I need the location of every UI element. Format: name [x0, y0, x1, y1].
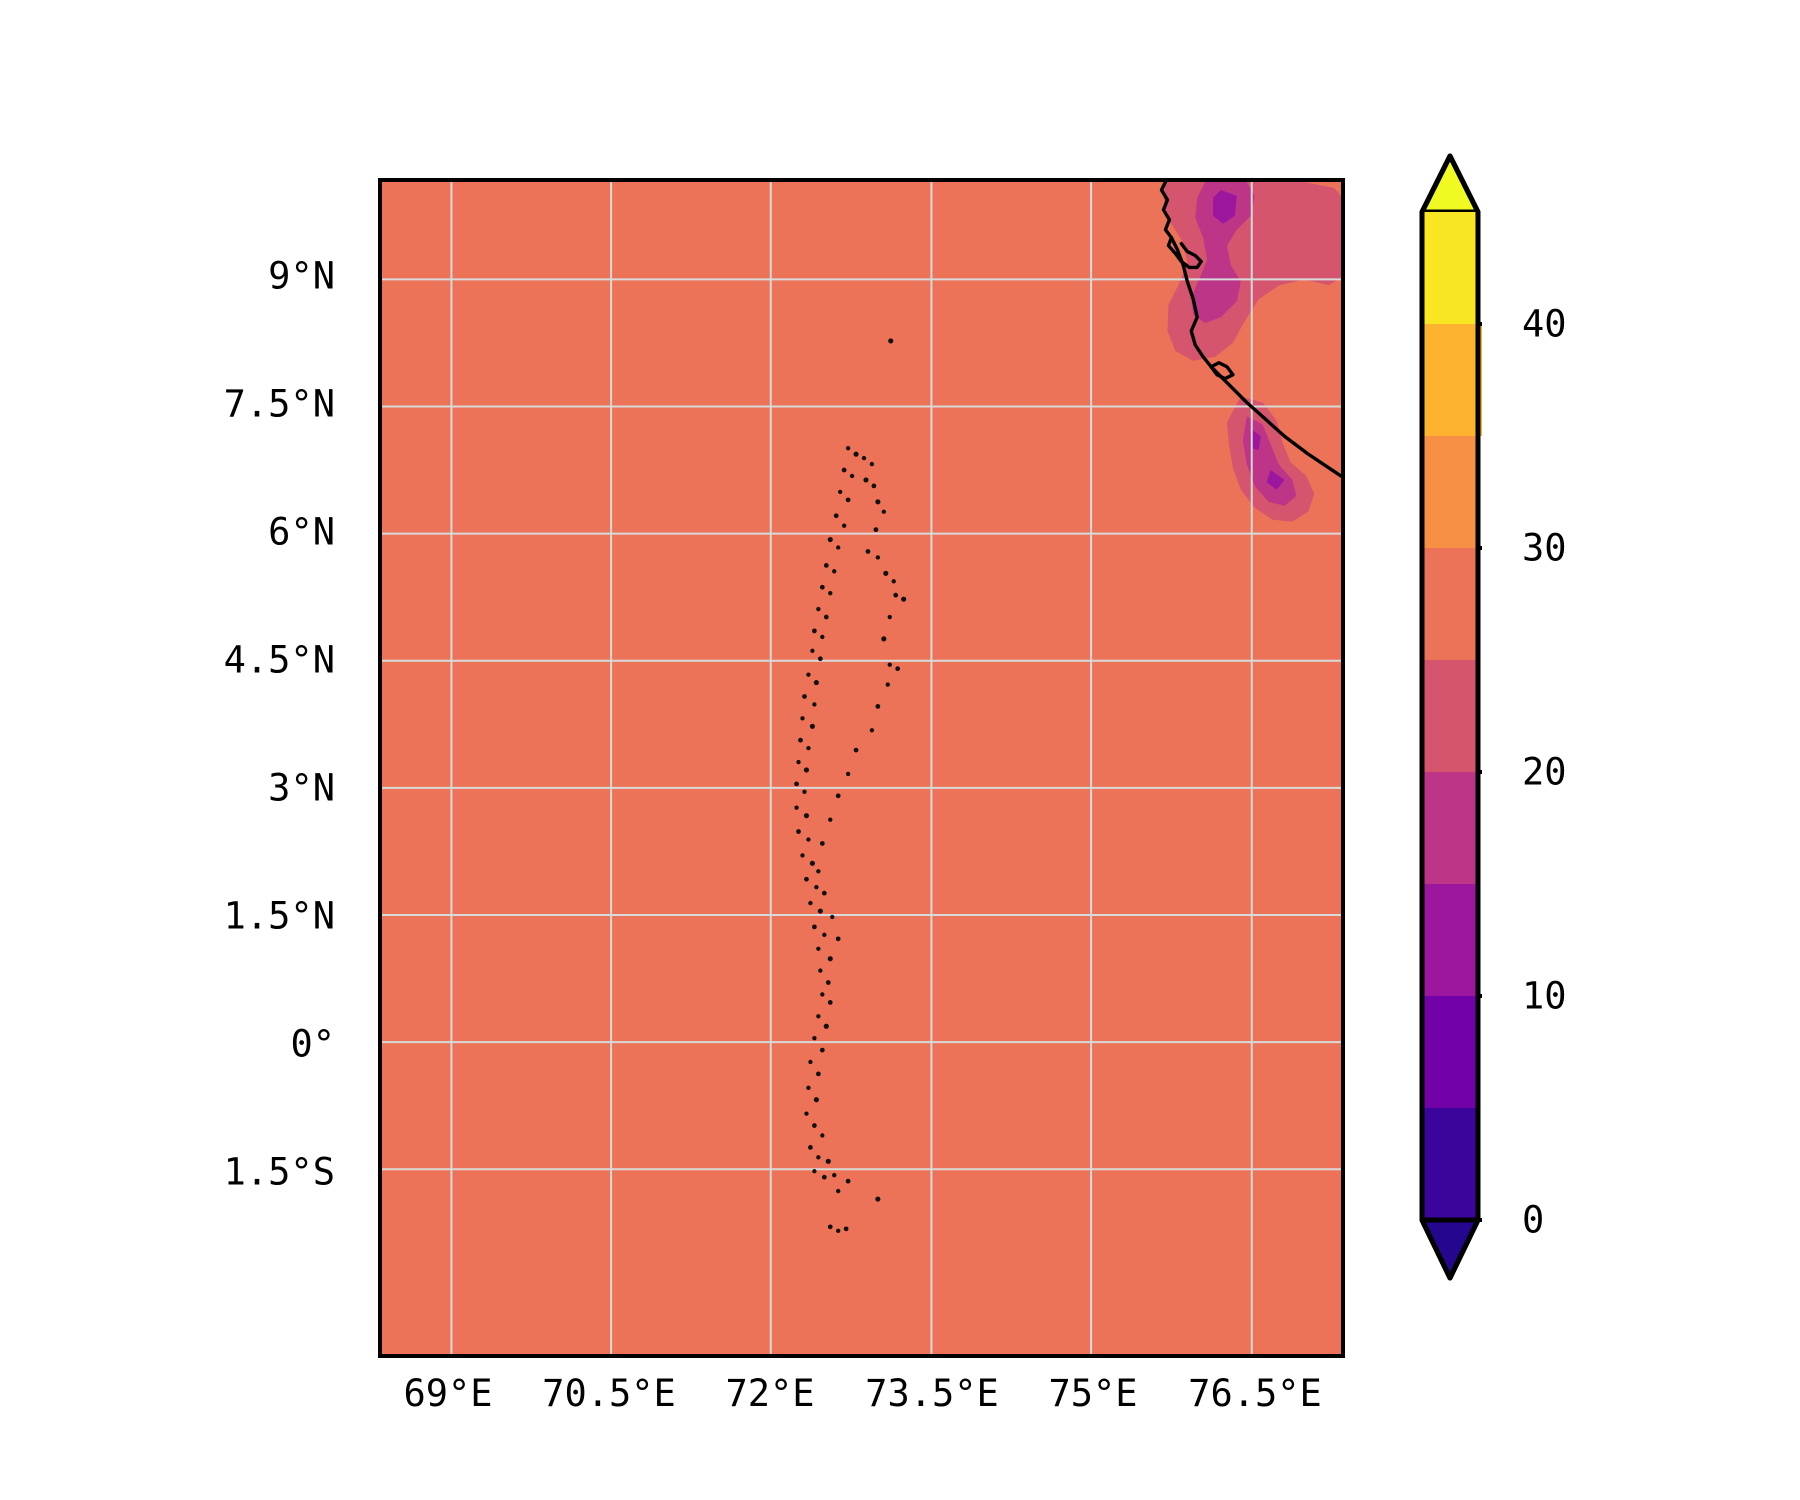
- colorbar-band-40-45: [1422, 212, 1478, 324]
- colorbar-tick-label-30: 30: [1522, 526, 1567, 570]
- y-tick-label-4: 3°N: [268, 766, 335, 810]
- x-tick-label-5: 76.5°E: [1188, 1372, 1322, 1415]
- y-tick-label-5: 1.5°N: [223, 894, 335, 938]
- colorbar-band-20-25: [1422, 660, 1478, 772]
- colorbar-tick-label-20: 20: [1522, 750, 1567, 794]
- contour-band-15-20-north: [1191, 182, 1255, 324]
- contour-band-10-15-north: [1213, 189, 1237, 224]
- colorbar-band-15-20: [1422, 772, 1478, 884]
- y-tick-label-6: 0°: [290, 1022, 335, 1066]
- map-plot-area[interactable]: [378, 178, 1345, 1358]
- colorbar-band-0-5: [1422, 1108, 1478, 1220]
- colorbar-tick-label-40: 40: [1522, 302, 1567, 346]
- colorbar-extend-over: [1419, 153, 1481, 215]
- colorbar-tick-label-0: 0: [1522, 1198, 1545, 1242]
- colorbar-band-group: [1422, 212, 1482, 1220]
- y-tick-label-7: 1.5°S: [223, 1150, 335, 1194]
- x-tick-label-2: 72°E: [725, 1372, 815, 1415]
- gridlines: [382, 182, 1341, 1354]
- colorbar-band-5-10: [1422, 996, 1478, 1108]
- x-tick-label-3: 73.5°E: [865, 1372, 999, 1415]
- colorbar-tick-label-10: 10: [1522, 974, 1567, 1018]
- x-tick-label-1: 70.5°E: [542, 1372, 676, 1415]
- y-tick-label-2: 6°N: [268, 510, 335, 554]
- contour-band-10-15-south-b: [1266, 470, 1285, 490]
- colorbar-band-10-15: [1422, 884, 1478, 996]
- maldives-atolls: [794, 338, 907, 1234]
- x-tick-label-0: 69°E: [403, 1372, 493, 1415]
- colorbar[interactable]: [1418, 150, 1482, 1330]
- contour-band-10-15-south-a: [1250, 430, 1261, 451]
- colorbar-band-30-35: [1422, 436, 1478, 548]
- y-tick-label-0: 9°N: [268, 254, 335, 298]
- colorbar-outline: [1419, 153, 1481, 1281]
- y-tick-label-3: 4.5°N: [223, 638, 335, 682]
- x-tick-label-4: 75°E: [1048, 1372, 1138, 1415]
- field-base-25-30: [382, 182, 1341, 1354]
- map-contour-canvas: [382, 182, 1341, 1354]
- colorbar-swatches: [1419, 153, 1482, 1281]
- colorbar-extend-under: [1419, 1217, 1481, 1281]
- colorbar-band-25-30: [1422, 548, 1478, 660]
- colorbar-band-35-40: [1422, 324, 1482, 436]
- coastline-india-southwest: [1159, 182, 1341, 478]
- y-tick-label-1: 7.5°N: [223, 382, 335, 426]
